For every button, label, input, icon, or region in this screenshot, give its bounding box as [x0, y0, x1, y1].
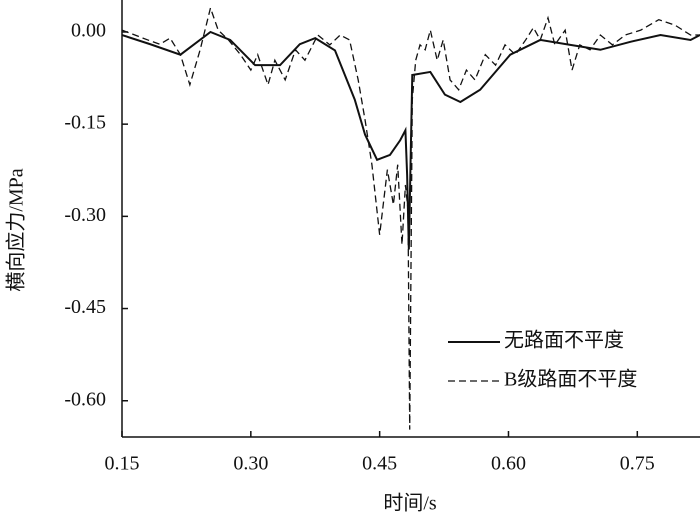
legend-label: B级路面不平度	[504, 368, 637, 391]
series-line	[121, 5, 700, 430]
y-tick-label: -0.15	[64, 112, 106, 134]
y-axis-label: 横向应力/MPa	[5, 168, 28, 291]
x-axis-label: 时间/s	[383, 492, 437, 515]
y-tick-label: -0.60	[64, 388, 106, 410]
series-line	[121, 30, 700, 250]
y-tick-label: 0.00	[71, 20, 106, 42]
x-tick-label: 0.60	[491, 453, 526, 475]
x-tick-label: 0.30	[233, 453, 268, 475]
y-tick-label: -0.30	[64, 204, 106, 226]
legend-label: 无路面不平度	[504, 329, 624, 352]
y-tick-label: -0.45	[64, 296, 106, 318]
x-tick-label: 0.45	[362, 453, 397, 475]
x-tick-label: 0.75	[620, 453, 655, 475]
x-tick-label: 0.15	[105, 453, 140, 475]
